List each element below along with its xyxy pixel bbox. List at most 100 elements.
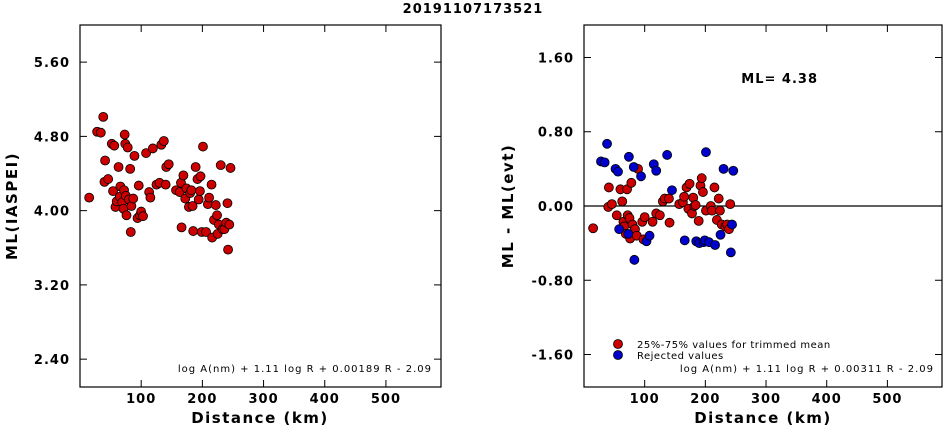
residual-data-point-rejected xyxy=(701,147,711,158)
magnitude-data-point xyxy=(113,162,124,172)
magnitude-chart: 100 200 300 400 500 2.40 3.20 4.00 4.80 5.60 Dis… xyxy=(3,24,442,427)
residual-data-point xyxy=(713,193,724,204)
residual-data-point-rejected xyxy=(667,185,677,196)
residual-x-axis-label: Distance (km) xyxy=(694,409,832,427)
residual-y-tick-label: 0.00 xyxy=(538,200,574,215)
residual-y-tick-label: -1.60 xyxy=(532,349,574,364)
magnitude-data-point xyxy=(109,140,120,151)
residual-data-point-rejected xyxy=(636,171,646,182)
magnitude-x-tick-label: 200 xyxy=(187,392,217,407)
magnitude-data-point xyxy=(225,163,236,173)
magnitude-data-point xyxy=(122,142,133,153)
magnitude-data-point xyxy=(95,127,106,138)
residual-formula: log A(nm) + 1.11 log R + 0.00311 R - 2.0… xyxy=(680,364,934,375)
residual-data-point xyxy=(647,216,658,227)
magnitude-data-point xyxy=(125,163,136,174)
magnitude-data-point xyxy=(119,129,130,140)
legend-label-rejected: Rejected values xyxy=(637,351,724,362)
residual-data-point-rejected xyxy=(718,163,729,174)
magnitude-data-point xyxy=(224,219,235,230)
magnitude-data-point xyxy=(195,186,205,197)
residual-data-point-rejected xyxy=(613,166,623,177)
residual-data-point xyxy=(603,182,614,193)
magnitude-y-tick-label: 5.60 xyxy=(34,56,70,71)
magnitude-y-tick-label: 4.80 xyxy=(34,130,70,145)
residual-data-point xyxy=(617,196,628,207)
residual-data-point-rejected xyxy=(602,138,612,149)
magnitude-data-point xyxy=(187,201,198,211)
residual-data-point-rejected xyxy=(710,240,720,250)
magnitude-data-point xyxy=(204,192,215,203)
magnitude-data-point xyxy=(190,162,201,172)
residual-x-tick-label: 100 xyxy=(630,392,660,407)
legend-marker-trimmed-mean xyxy=(613,339,623,349)
magnitude-x-tick-label: 500 xyxy=(371,392,401,407)
residual-data-point xyxy=(639,212,650,223)
residual-data-point xyxy=(696,173,707,184)
magnitude-data-point xyxy=(193,194,204,205)
magnitude-data-point xyxy=(138,211,148,222)
magnitude-data-point xyxy=(198,141,208,152)
magnitude-data-point xyxy=(141,148,151,158)
residual-data-point xyxy=(715,205,725,216)
magnitude-y-tick-label: 2.40 xyxy=(34,353,70,368)
residual-data-point-rejected xyxy=(599,157,610,168)
magnitude-data-point xyxy=(201,227,211,237)
residual-data-point-rejected xyxy=(629,254,640,265)
magnitude-formula: log A(nm) + 1.11 log R + 0.00189 R - 2.0… xyxy=(178,364,432,375)
residual-data-point xyxy=(611,210,622,221)
magnitude-data-point xyxy=(147,143,158,154)
residual-y-tick-label: 0.80 xyxy=(538,126,574,141)
magnitude-data-point xyxy=(133,180,144,191)
magnitude-data-point xyxy=(186,185,197,196)
magnitude-data-point xyxy=(100,155,110,166)
magnitude-data-point xyxy=(158,136,169,146)
residual-data-point xyxy=(709,182,720,193)
magnitude-x-axis-label: Distance (km) xyxy=(191,409,329,427)
ml-value-label: ML= 4.38 xyxy=(741,72,818,87)
legend: 25%-75% values for trimmed mean Rejected… xyxy=(613,339,831,362)
magnitude-data-point xyxy=(121,210,132,221)
residual-x-tick-label: 400 xyxy=(812,392,842,407)
magnitude-data-point xyxy=(98,111,109,122)
magnitude-data-point xyxy=(223,244,233,255)
magnitude-data-point xyxy=(103,174,114,184)
magnitude-data-point xyxy=(160,179,171,190)
magnitude-x-tick-label: 400 xyxy=(310,392,340,407)
residual-data-point xyxy=(588,223,599,234)
legend-marker-rejected xyxy=(613,350,623,360)
magnitude-plot-frame xyxy=(79,24,442,388)
magnitude-data-point xyxy=(84,192,95,203)
residual-data-point xyxy=(664,193,674,204)
magnitude-x-tick-label: 100 xyxy=(126,392,156,407)
legend-label-trimmed-mean: 25%-75% values for trimmed mean xyxy=(637,340,831,351)
magnitude-data-point xyxy=(188,226,199,236)
residual-y-axis-label: ML - ML(evt) xyxy=(499,144,517,268)
residual-data-point-rejected xyxy=(614,224,625,235)
residual-data-point-rejected xyxy=(623,228,634,239)
magnitude-data-point xyxy=(163,159,174,170)
residual-data-point xyxy=(664,217,675,228)
magnitude-y-tick-label: 4.00 xyxy=(34,205,70,220)
residual-chart: 100 200 300 400 500 -1.60 -0.80 0.00 0.80 1.60 M… xyxy=(499,24,943,427)
residual-x-tick-label: 500 xyxy=(872,392,902,407)
magnitude-x-tick-label: 300 xyxy=(248,392,278,407)
residual-data-point-rejected xyxy=(728,165,739,176)
magnitude-data-point xyxy=(145,192,156,203)
magnitude-data-point xyxy=(210,200,221,210)
residual-x-tick-label: 300 xyxy=(751,392,781,407)
magnitude-data-point xyxy=(176,222,187,233)
residual-data-point-rejected xyxy=(662,150,673,160)
magnitude-data-point xyxy=(108,186,118,197)
residual-data-point-rejected xyxy=(651,165,662,176)
residual-data-point xyxy=(607,199,617,210)
residual-data-point-rejected xyxy=(727,219,737,230)
magnitude-data-point xyxy=(222,198,233,209)
residual-data-point xyxy=(698,187,708,197)
residual-data-point-rejected xyxy=(715,229,726,240)
figure-title: 20191107173521 xyxy=(403,2,544,17)
magnitude-data-point xyxy=(128,193,139,204)
magnitude-data-point xyxy=(125,227,136,237)
magnitude-data-point xyxy=(212,210,222,221)
